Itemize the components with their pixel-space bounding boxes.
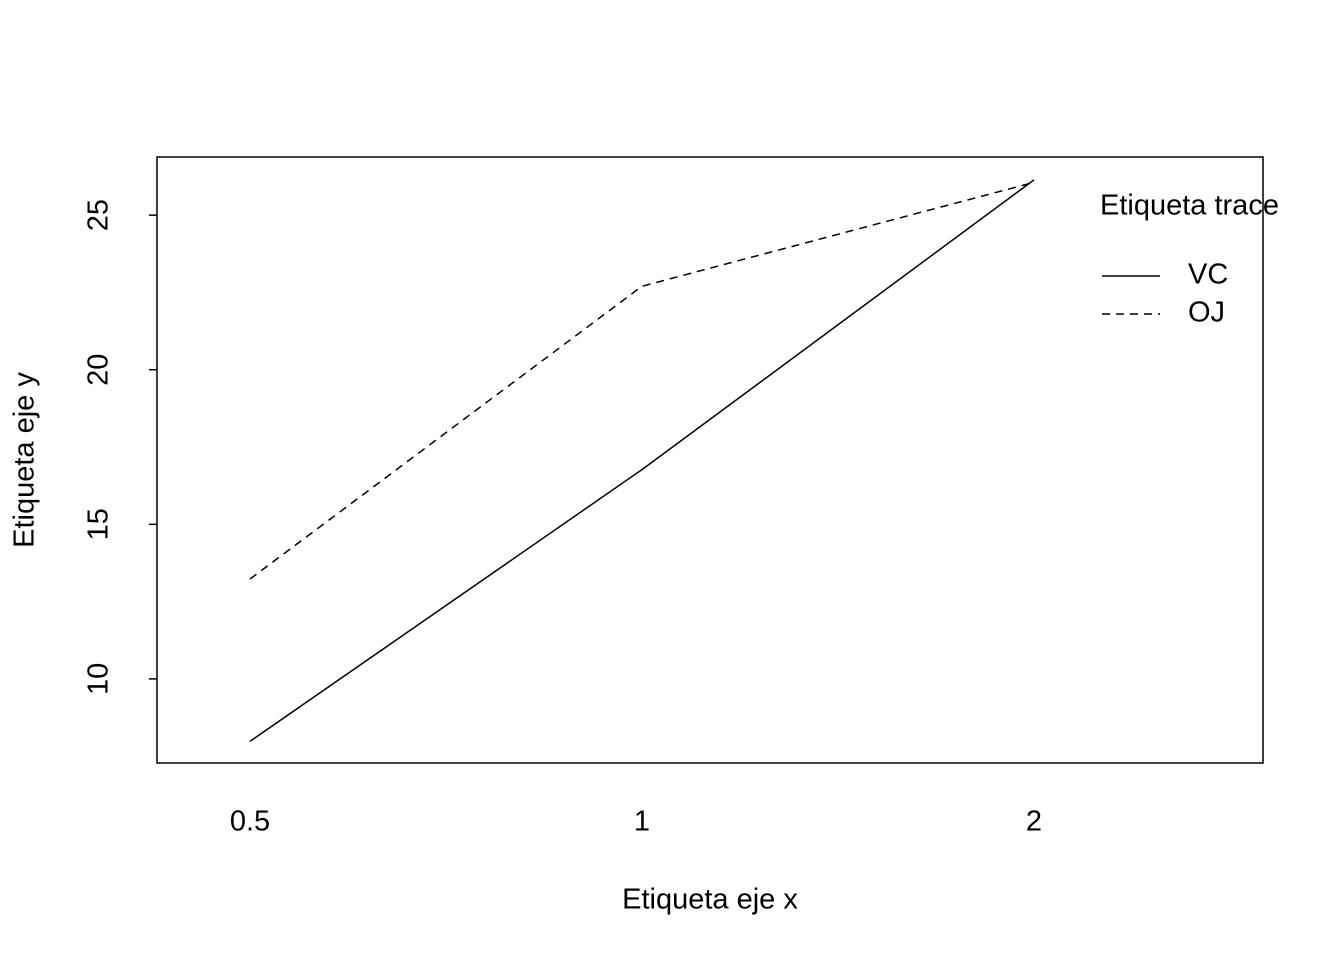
legend-label: OJ — [1188, 297, 1225, 329]
y-tick-label: 10 — [83, 663, 115, 695]
data-line — [249, 181, 1035, 580]
legend-title: Etiqueta trace — [1100, 190, 1279, 222]
x-axis-label: Etiqueta eje x — [622, 884, 798, 916]
y-tick-label: 20 — [83, 354, 115, 386]
x-tick-label: 1 — [634, 806, 650, 838]
y-axis-label: Etiqueta eje y — [9, 372, 41, 548]
plot-frame — [156, 156, 1264, 764]
y-tick-label: 25 — [83, 199, 115, 231]
legend-label: VC — [1188, 259, 1228, 291]
x-tick-label: 0.5 — [230, 806, 270, 838]
x-tick-label: 2 — [1026, 806, 1042, 838]
y-tick-label: 15 — [83, 508, 115, 540]
data-line — [249, 179, 1035, 742]
